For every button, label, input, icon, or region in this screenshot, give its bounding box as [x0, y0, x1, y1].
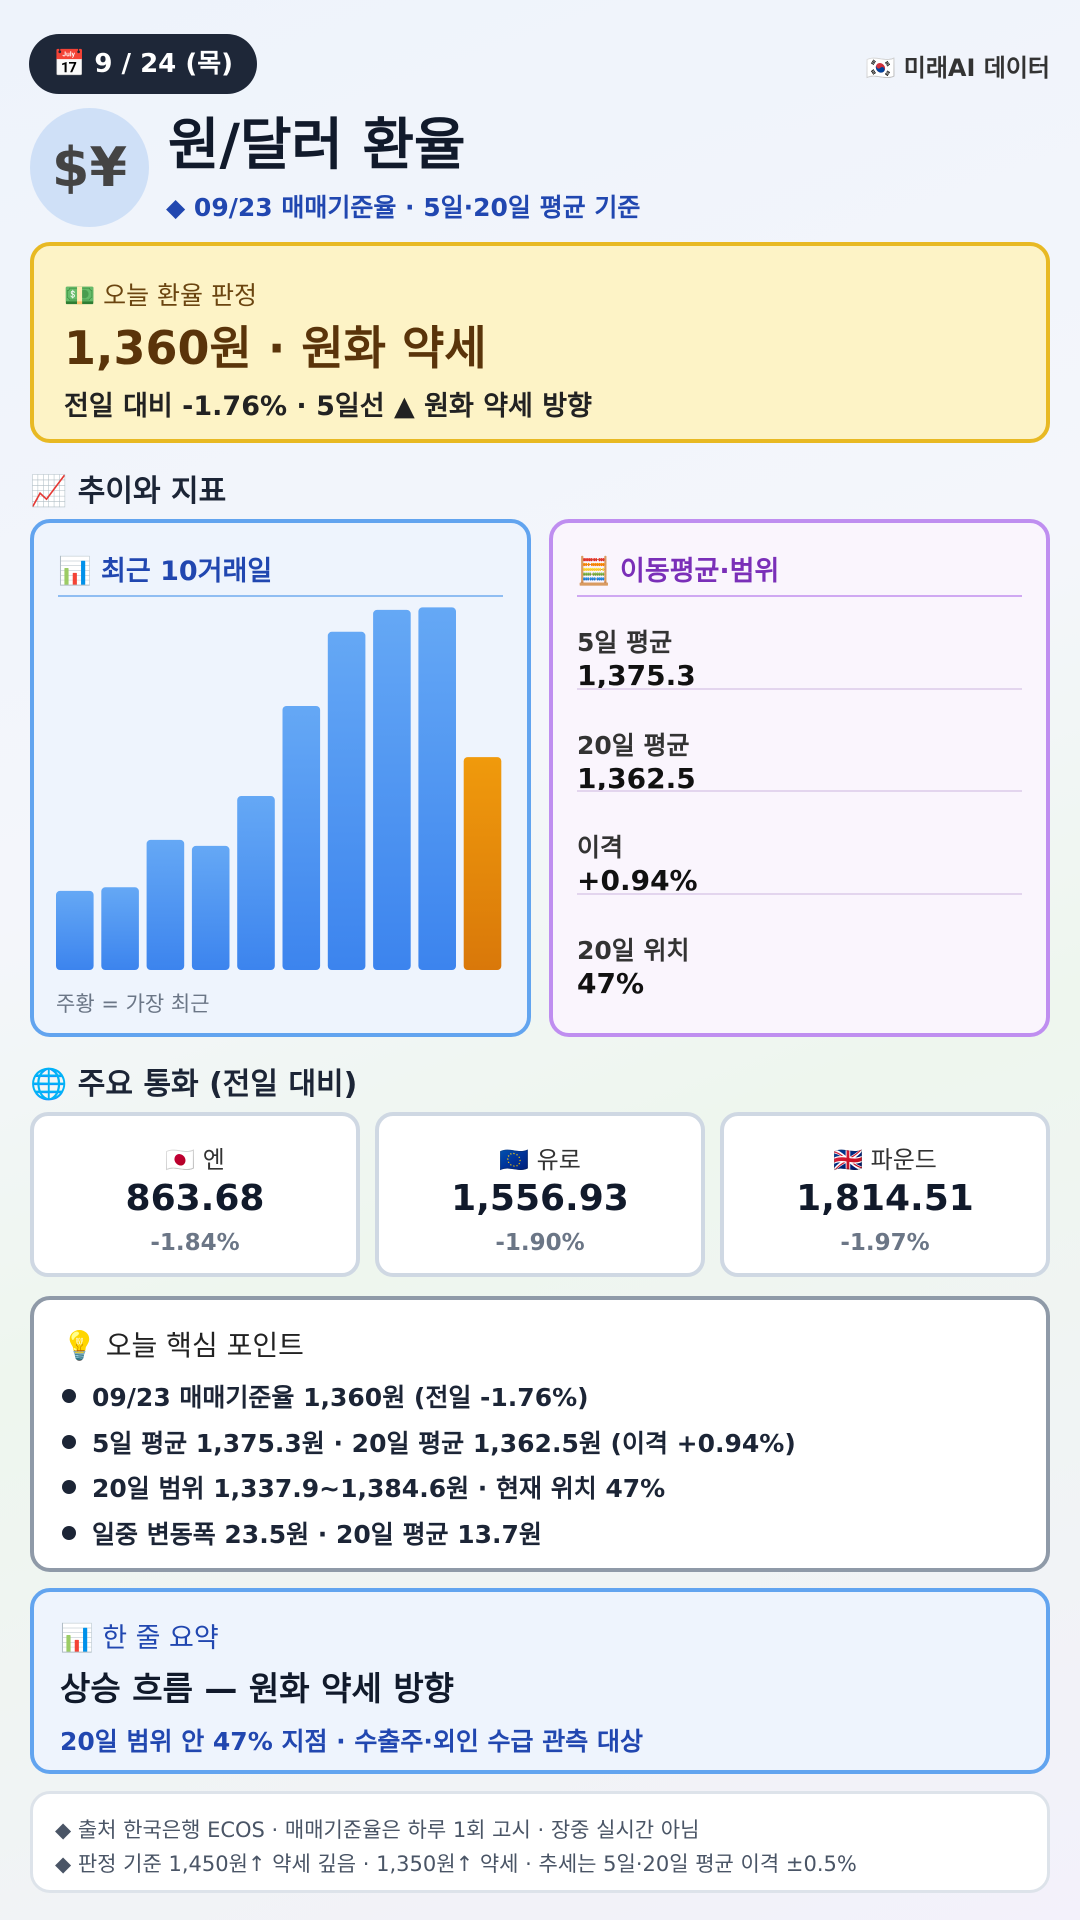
section-title: 🌐 주요 통화 (전일 대비) — [30, 1067, 358, 1102]
row-value: 47% — [577, 966, 645, 1000]
key-points-title: 💡 오늘 핵심 포인트 — [62, 1329, 304, 1362]
row-label: 5일 평균 — [577, 628, 673, 657]
currency-value: 863.68 — [125, 1178, 265, 1219]
footer-line: ◆ 판정 기준 1,450원↑ 약세 깊음 · 1,350원↑ 약세 · 추세는… — [55, 1852, 857, 1876]
brand: 🇰🇷 미래AI 데이터 — [865, 54, 1051, 82]
bar — [373, 609, 411, 970]
section-title: 📈 추이와 지표 — [30, 474, 227, 509]
row-divider — [577, 790, 1022, 792]
key-points-box: 💡 오늘 핵심 포인트 09/23 매매기준율 1,360원 (전일 -1.76… — [30, 1296, 1050, 1572]
currency-value: 1,814.51 — [796, 1178, 974, 1219]
bar — [418, 607, 456, 970]
average-row: 20일 위치 47% — [577, 931, 1022, 1000]
bar — [56, 890, 94, 970]
currency-change: -1.90% — [495, 1230, 585, 1256]
footer: ◆ 출처 한국은행 ECOS · 매매기준율은 하루 1회 고시 · 장중 실시… — [30, 1791, 1050, 1893]
bar — [327, 631, 366, 970]
row-value: 1,362.5 — [577, 761, 696, 795]
averages-card: 🧮 이동평균·범위 5일 평균 1,375.3 20일 평균 1,362.5 이격 +0.… — [549, 519, 1050, 1037]
currency-name: 🇬🇧 파운드 — [833, 1146, 937, 1174]
verdict-box: 💵 오늘 환율 판정 1,360원 · 원화 약세 전일 대비 -1.76% ·… — [30, 242, 1050, 443]
chart-card: 📊 최근 10거래일 주황 = 가장 최근 — [30, 519, 531, 1037]
currency-change: -1.97% — [840, 1230, 930, 1256]
row-label: 20일 위치 — [577, 935, 690, 965]
chart-caption: 주황 = 가장 최근 — [56, 992, 210, 1016]
summary-headline: 상승 흐름 — 원화 약세 방향 — [60, 1669, 455, 1708]
chart-title: 📊 최근 10거래일 — [58, 556, 273, 587]
footer-line: ◆ 출처 한국은행 ECOS · 매매기준율은 하루 1회 고시 · 장중 실시… — [55, 1818, 700, 1842]
key-point: 일중 변동폭 23.5원 · 20일 평균 13.7원 — [62, 1515, 542, 1551]
average-row: 5일 평균 1,375.3 — [577, 623, 1022, 692]
bar — [191, 845, 230, 970]
row-label: 이격 — [577, 833, 624, 862]
average-row: 이격 +0.94% — [577, 828, 1022, 897]
bar — [463, 757, 502, 970]
currency-change: -1.84% — [150, 1230, 240, 1256]
row-value: 1,375.3 — [577, 659, 696, 692]
divider — [577, 595, 1022, 597]
date-pill: 📅 9 / 24 (목) — [29, 34, 257, 94]
average-row: 20일 평균 1,362.5 — [577, 726, 1022, 795]
key-point: 5일 평균 1,375.3원 · 20일 평균 1,362.5원 (이격 +0.… — [62, 1424, 796, 1460]
verdict-label: 💵 오늘 환율 판정 — [64, 281, 257, 310]
currency-card: 🇯🇵 엔 863.68 -1.84% — [30, 1112, 360, 1277]
row-divider — [577, 892, 1022, 895]
page-title: 원/달러 환율 — [168, 113, 466, 178]
subtitle: ◆ 09/23 매매기준율 · 5일·20일 평균 기준 — [166, 193, 641, 222]
divider — [58, 595, 503, 597]
bar — [146, 839, 185, 970]
currency-value: 1,556.93 — [451, 1178, 629, 1219]
verdict-detail: 전일 대비 -1.76% · 5일선 ▲ 원화 약세 방향 — [64, 391, 592, 422]
row-value: +0.94% — [577, 864, 698, 897]
verdict-headline: 1,360원 · 원화 약세 — [64, 321, 487, 375]
bar — [101, 887, 139, 970]
key-point: 09/23 매매기준율 1,360원 (전일 -1.76%) — [62, 1378, 589, 1414]
currency-name: 🇪🇺 유로 — [499, 1146, 581, 1174]
bar-chart — [56, 607, 502, 970]
currency-card: 🇬🇧 파운드 1,814.51 -1.97% — [720, 1112, 1050, 1277]
row-label: 20일 평균 — [577, 730, 690, 760]
summary-title: 📊 한 줄 요약 — [60, 1623, 219, 1654]
currency-name: 🇯🇵 엔 — [165, 1146, 225, 1174]
bar — [282, 705, 321, 970]
averages-title: 🧮 이동평균·범위 — [577, 556, 780, 587]
currency-card: 🇪🇺 유로 1,556.93 -1.90% — [375, 1112, 705, 1277]
row-divider — [577, 687, 1022, 690]
key-point: 20일 범위 1,337.9~1,384.6원 · 현재 위치 47% — [62, 1469, 665, 1505]
bar — [237, 796, 275, 970]
summary-box: 📊 한 줄 요약 상승 흐름 — 원화 약세 방향 20일 범위 안 47% 지… — [30, 1588, 1050, 1774]
currency-icon: $¥ — [30, 108, 149, 227]
summary-detail: 20일 범위 안 47% 지점 · 수출주·외인 수급 관측 대상 — [60, 1727, 643, 1756]
